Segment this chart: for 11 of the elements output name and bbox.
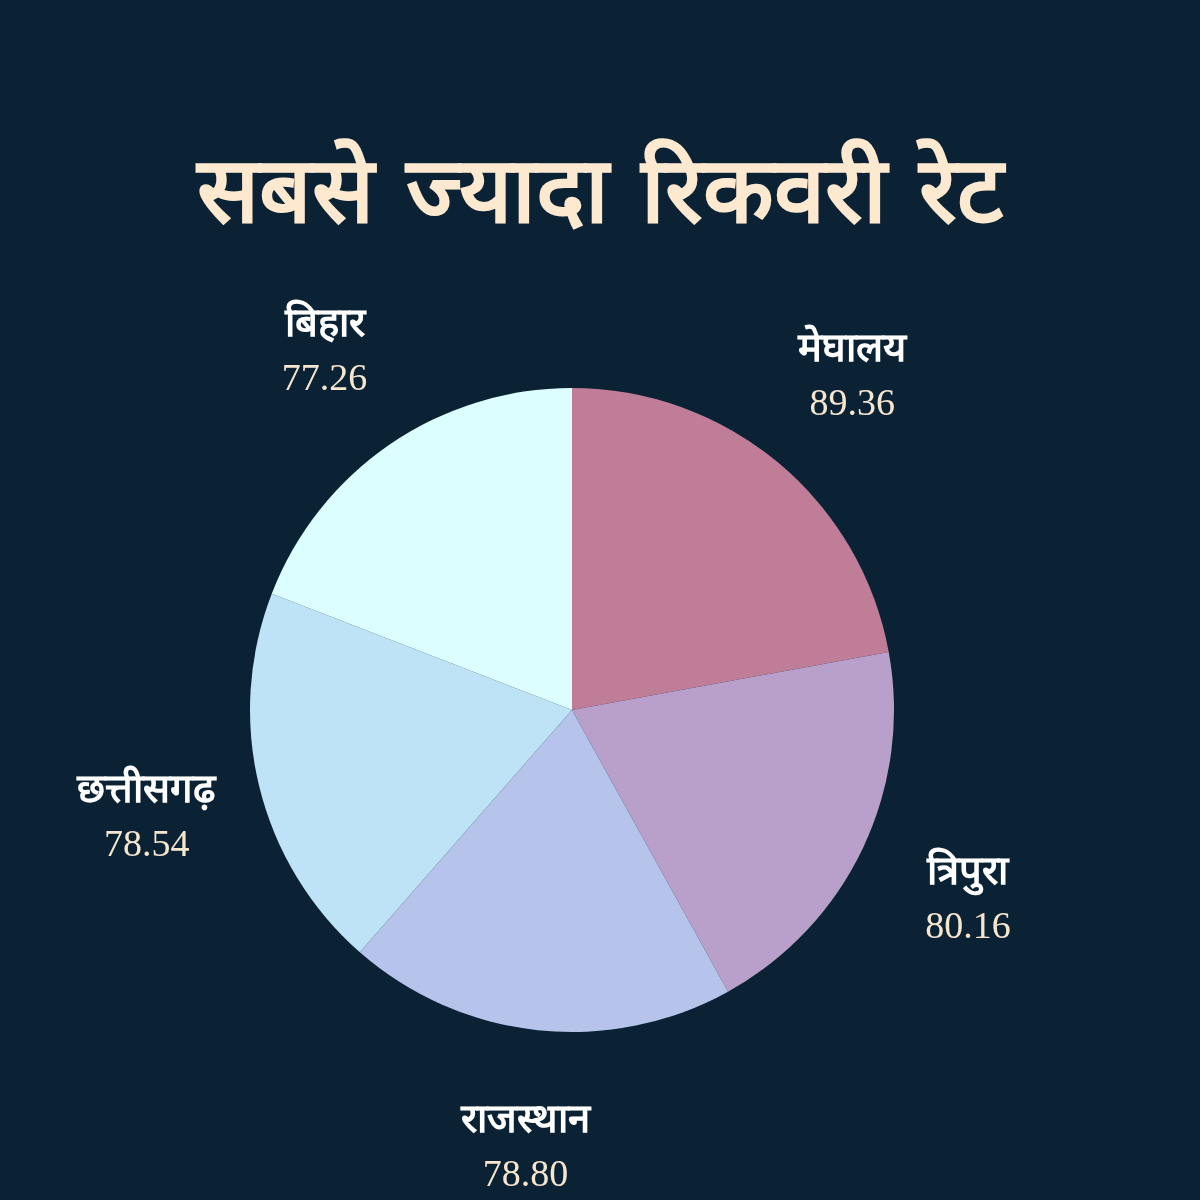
slice-label: राजस्थान — [459, 1095, 592, 1142]
chart-title: सबसे ज्यादा रिकवरी रेट — [194, 137, 1008, 244]
data-label: 78.54 — [103, 821, 190, 864]
slice-label: त्रिपुरा — [926, 847, 1011, 897]
data-label: 89.36 — [809, 380, 896, 423]
slice-label: छत्तीसगढ़ — [76, 764, 218, 811]
slice-label: बिहार — [283, 298, 367, 345]
data-label: 80.16 — [925, 904, 1011, 947]
data-label: 78.80 — [482, 1152, 569, 1195]
slice-label: मेघालय — [797, 323, 909, 370]
data-label: 77.26 — [281, 355, 368, 398]
